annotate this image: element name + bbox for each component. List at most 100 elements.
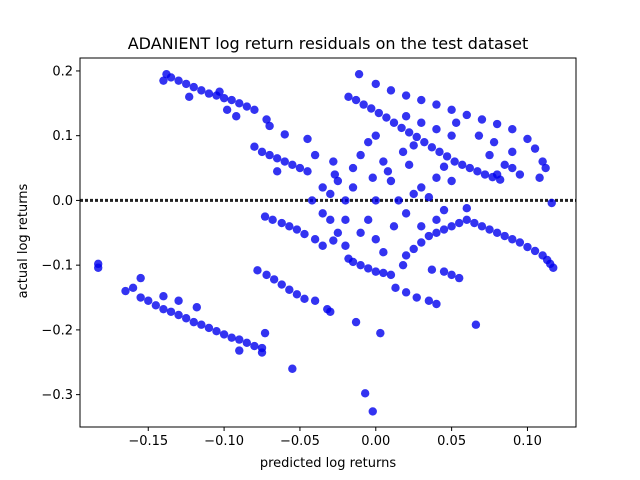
data-point	[235, 346, 244, 355]
data-point	[359, 100, 368, 109]
data-point	[432, 125, 441, 134]
data-point	[250, 341, 259, 351]
data-point	[530, 246, 540, 256]
data-point	[455, 218, 464, 228]
data-point	[412, 132, 421, 142]
data-point	[474, 131, 484, 140]
data-point	[341, 241, 350, 250]
data-point	[409, 244, 418, 254]
data-point	[386, 86, 396, 95]
data-point	[389, 118, 399, 127]
data-point	[174, 76, 183, 85]
data-point	[348, 257, 358, 267]
data-point	[174, 296, 183, 305]
data-point	[462, 215, 471, 225]
data-point	[351, 317, 361, 327]
data-point	[420, 137, 429, 147]
data-point	[417, 238, 426, 247]
data-point	[391, 283, 400, 293]
data-point	[401, 288, 411, 297]
data-point	[348, 183, 358, 192]
data-point	[447, 131, 456, 140]
data-point	[197, 86, 206, 95]
data-point	[341, 196, 350, 205]
data-point	[450, 157, 459, 166]
data-point	[409, 189, 418, 199]
data-point	[480, 170, 490, 179]
data-point	[515, 238, 525, 247]
data-point	[326, 215, 335, 225]
data-point	[219, 93, 229, 103]
data-point	[465, 163, 475, 173]
data-point	[439, 162, 449, 171]
data-point	[530, 144, 540, 153]
data-point	[371, 196, 380, 205]
y-tick-label: 0.0	[52, 194, 73, 209]
data-point	[310, 235, 320, 244]
data-point	[285, 222, 294, 231]
data-point	[277, 280, 286, 289]
data-point	[432, 299, 441, 309]
data-point	[265, 150, 274, 160]
x-tick-label: 0.00	[361, 434, 390, 449]
data-point	[242, 338, 252, 348]
x-tick-label: 0.10	[513, 434, 542, 449]
data-point	[417, 222, 426, 231]
data-point	[136, 273, 145, 283]
data-point	[330, 170, 340, 179]
data-point	[295, 163, 305, 173]
data-point	[204, 89, 214, 98]
data-point	[470, 218, 479, 228]
data-point	[368, 407, 377, 416]
data-point	[265, 121, 274, 131]
data-point	[424, 296, 434, 305]
data-point	[404, 128, 414, 137]
data-point	[492, 119, 502, 129]
data-point	[364, 137, 373, 147]
data-point	[382, 113, 391, 122]
data-point	[121, 286, 130, 296]
data-point	[398, 260, 408, 270]
data-point	[144, 296, 153, 305]
data-point	[508, 147, 517, 157]
data-point	[235, 335, 244, 344]
data-point	[181, 314, 191, 323]
data-point	[174, 310, 183, 320]
data-point	[277, 218, 286, 228]
data-point	[356, 228, 365, 237]
data-point	[412, 293, 421, 302]
data-point	[432, 173, 441, 182]
data-point	[204, 323, 214, 333]
data-point	[159, 76, 168, 85]
y-tick-label: −0.2	[41, 323, 73, 338]
data-point	[485, 150, 494, 160]
data-point	[541, 163, 550, 173]
data-point	[310, 150, 320, 160]
y-tick-label: −0.1	[41, 259, 73, 274]
data-point	[447, 105, 456, 114]
data-point	[432, 228, 441, 237]
data-point	[394, 196, 403, 205]
data-point	[386, 270, 396, 280]
data-point	[318, 183, 327, 192]
data-point	[94, 263, 103, 272]
data-point	[439, 205, 449, 215]
data-point	[303, 134, 312, 144]
data-point	[389, 222, 399, 231]
data-point	[401, 112, 411, 121]
data-point	[374, 108, 384, 118]
data-point	[500, 231, 509, 241]
data-point	[367, 104, 376, 113]
y-tick-label: −0.3	[41, 388, 73, 403]
data-point	[371, 267, 380, 276]
data-point	[477, 222, 487, 231]
data-point	[492, 170, 502, 179]
data-point	[383, 167, 393, 176]
data-point	[318, 241, 327, 250]
data-point	[268, 215, 277, 225]
data-point	[549, 263, 558, 272]
data-point	[371, 131, 380, 140]
x-axis-ticks: −0.15 −0.10 −0.05 0.00 0.05 0.10	[128, 427, 542, 449]
data-points	[94, 69, 558, 416]
